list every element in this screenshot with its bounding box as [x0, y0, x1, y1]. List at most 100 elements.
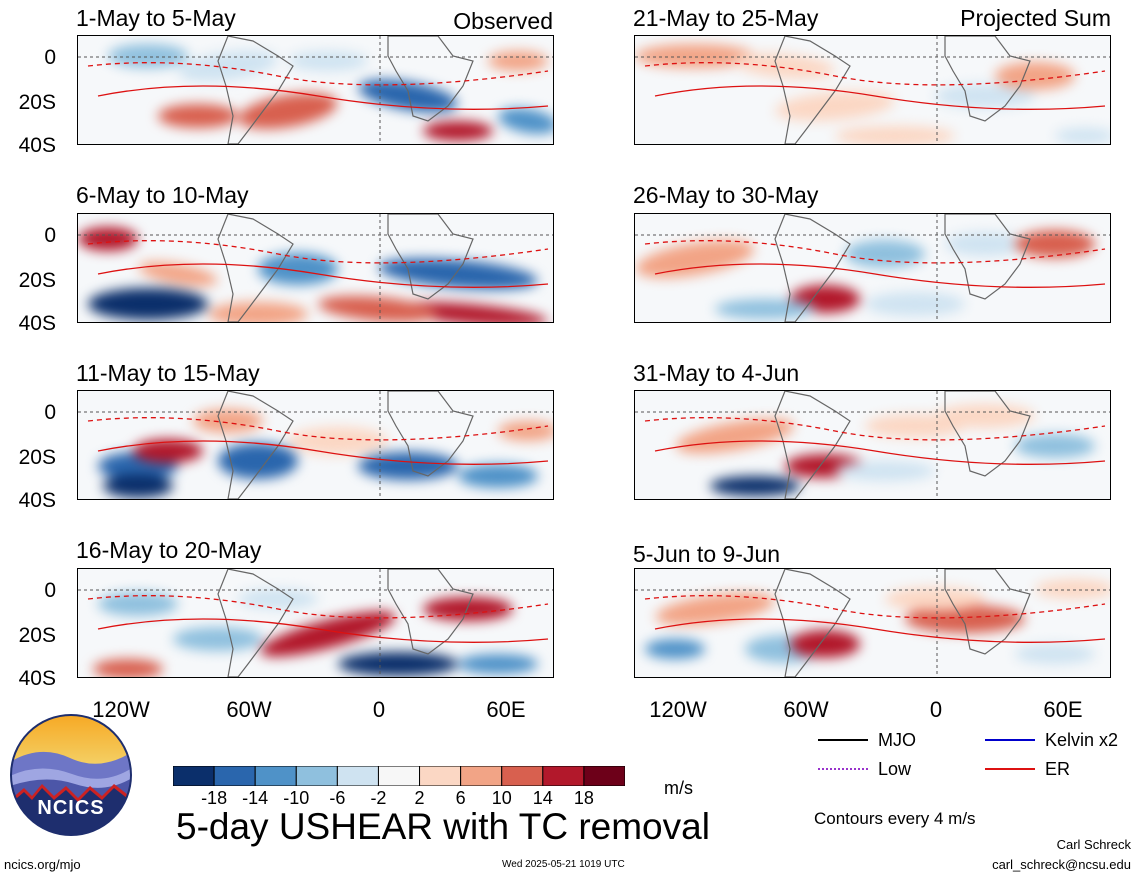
legend-line-mjo: [818, 739, 868, 741]
anomaly-shading: [98, 592, 178, 616]
anomaly-field: [78, 391, 553, 499]
colorbar-segment: [419, 765, 462, 787]
anomaly-shading: [458, 464, 538, 488]
colorbar-tick-label: 6: [455, 788, 466, 808]
panel-title-p7: 16-May to 20-May: [76, 537, 262, 563]
er-contour-negative: [87, 240, 549, 264]
anomaly-shading: [995, 62, 1075, 90]
colorbar-unit: m/s: [664, 778, 693, 798]
panel-title-p8: 5-Jun to 9-Jun: [633, 541, 781, 567]
anomaly-shading: [498, 108, 553, 134]
y-tick-label: 20S: [18, 624, 56, 647]
main-title: 5-day USHEAR with TC removal: [176, 806, 710, 847]
anomaly-shading: [208, 302, 308, 322]
footer-email: carl_schreck@ncsu.edu: [992, 857, 1131, 872]
africa-outline: [944, 214, 1031, 300]
map-panel-p3: [77, 213, 554, 323]
colorbar-tick-label: 14: [532, 788, 553, 808]
anomaly-shading: [845, 240, 925, 268]
colorbar-segment: [213, 765, 256, 787]
anomaly-field: [635, 569, 1110, 677]
x-tick-label: 60W: [226, 697, 272, 722]
colorbar-tick-label: 2: [414, 788, 425, 808]
anomaly-shading: [108, 44, 188, 68]
panel-title-p4: 26-May to 30-May: [633, 182, 819, 208]
anomaly-shading: [338, 652, 458, 676]
er-contour: [97, 618, 549, 643]
footer-timestamp: Wed 2025-05-21 1019 UTC: [502, 859, 625, 870]
map-panel-p5: [77, 390, 554, 500]
anomaly-shading: [1015, 230, 1095, 258]
colorbar-segment: [172, 765, 215, 787]
anomaly-field: [635, 391, 1110, 499]
ncics-logo: NCICS: [10, 714, 132, 836]
anomaly-shading: [93, 659, 163, 677]
colorbar: [172, 765, 626, 787]
y-tick-label: 40S: [18, 312, 56, 335]
anomaly-shading: [635, 240, 755, 278]
anomaly-shading: [218, 443, 298, 479]
anomaly-shading: [488, 51, 548, 71]
y-tick-label: 0: [44, 579, 56, 602]
y-tick-label: 0: [44, 46, 56, 69]
anomaly-shading: [193, 409, 263, 433]
africa-outline: [387, 214, 474, 300]
africa-outline: [944, 391, 1031, 477]
anomaly-shading: [710, 476, 800, 496]
colorbar-graphic: [172, 765, 626, 787]
colorbar-segment: [460, 765, 503, 787]
er-contour: [654, 263, 1106, 288]
south-america-outline: [217, 569, 294, 677]
legend-line-low: [818, 768, 868, 770]
legend-line-kelvin: [985, 739, 1035, 741]
map-panel-p6: [634, 390, 1111, 500]
anomaly-shading: [835, 126, 955, 144]
anomaly-shading: [835, 461, 935, 481]
er-contour: [97, 85, 549, 110]
panel-title-p5: 11-May to 15-May: [76, 360, 260, 386]
anomaly-shading: [635, 44, 755, 68]
anomaly-shading: [655, 592, 775, 626]
anomaly-shading: [423, 121, 493, 141]
anomaly-shading: [88, 288, 208, 320]
colorbar-segment: [295, 765, 338, 787]
anomaly-shading: [423, 597, 513, 621]
x-tick-label: 60W: [783, 697, 829, 722]
er-contour: [654, 618, 1106, 643]
x-tick-label: 120W: [649, 697, 707, 722]
anomaly-shading: [158, 104, 238, 128]
anomaly-shading: [1055, 128, 1110, 144]
map-panel-p1: [77, 35, 554, 145]
anomaly-shading: [358, 452, 458, 480]
africa-outline: [387, 569, 474, 655]
anomaly-shading: [173, 627, 263, 651]
anomaly-shading: [645, 639, 705, 659]
y-tick-label: 0: [44, 224, 56, 247]
er-contour-negative: [644, 417, 1106, 441]
er-contour: [654, 85, 1106, 110]
anomaly-shading: [1035, 579, 1110, 599]
colorbar-tick-label: -18: [201, 788, 228, 808]
anomaly-shading: [775, 91, 895, 121]
anomaly-shading: [885, 587, 985, 611]
y-tick-label: 0: [44, 401, 56, 424]
y-tick-label: 40S: [18, 134, 56, 157]
colorbar-segment: [583, 765, 626, 787]
anomaly-shading: [133, 439, 203, 463]
footer-author: Carl Schreck: [1056, 837, 1131, 852]
panel-label-observed: Observed: [453, 8, 553, 34]
colorbar-segment: [542, 765, 585, 787]
anomaly-shading: [1015, 434, 1095, 458]
anomaly-shading: [288, 427, 388, 455]
x-tick-label: 60E: [1043, 697, 1083, 722]
logo-text: NCICS: [37, 797, 105, 819]
y-tick-label: 20S: [18, 446, 56, 469]
er-contour: [97, 263, 549, 288]
panel-title-p1: 1-May to 5-May: [76, 5, 236, 31]
y-tick-label: 40S: [18, 667, 56, 690]
er-contour-negative: [87, 62, 549, 86]
anomaly-shading: [935, 404, 1035, 428]
legend-label-low: Low: [878, 759, 912, 779]
anomaly-field: [635, 36, 1110, 144]
africa-outline: [387, 36, 474, 122]
